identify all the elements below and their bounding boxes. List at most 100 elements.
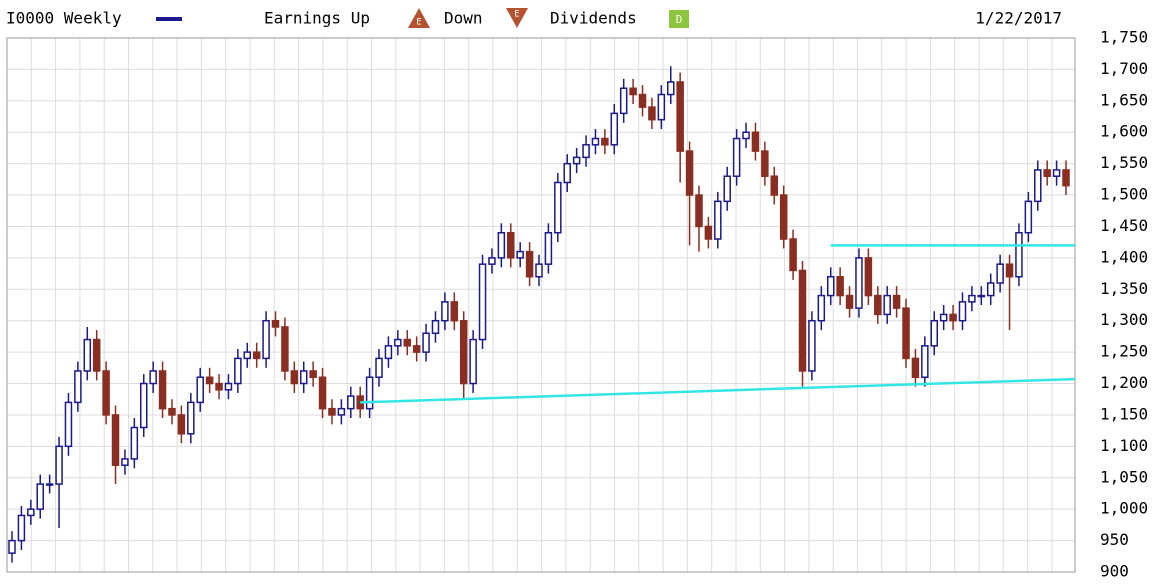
candle-body bbox=[921, 345, 929, 378]
candle-body bbox=[676, 81, 684, 152]
candle-body bbox=[619, 87, 628, 115]
legend-swatch bbox=[156, 17, 182, 21]
candle-body bbox=[224, 382, 233, 391]
candle-body bbox=[591, 137, 600, 146]
candle-body bbox=[958, 301, 967, 322]
candle-body bbox=[601, 137, 609, 146]
candle-body bbox=[761, 150, 769, 177]
legend-label: Dividends bbox=[550, 9, 637, 28]
candle-body bbox=[8, 539, 16, 554]
candle-body bbox=[478, 263, 487, 341]
candle-body bbox=[1043, 169, 1051, 177]
candle-body bbox=[290, 370, 299, 385]
candle-body bbox=[318, 376, 327, 410]
y-tick-label: 1,350 bbox=[1100, 279, 1148, 298]
candle-body bbox=[902, 307, 910, 360]
candle-body bbox=[939, 313, 948, 322]
candle-body bbox=[789, 238, 797, 272]
candle-body bbox=[535, 263, 543, 278]
y-tick-label: 1,450 bbox=[1100, 216, 1148, 235]
y-tick-label: 1,150 bbox=[1100, 404, 1148, 423]
candle-body bbox=[864, 257, 873, 297]
candle-body bbox=[459, 319, 468, 385]
y-tick-label: 1,600 bbox=[1100, 122, 1148, 141]
candle-body bbox=[648, 106, 656, 121]
candle-body bbox=[158, 370, 167, 410]
candle-body bbox=[554, 181, 562, 234]
candle-body bbox=[949, 313, 957, 322]
candle-body bbox=[497, 232, 506, 259]
candle-body bbox=[328, 407, 336, 416]
candle-body bbox=[874, 294, 882, 316]
candle-body bbox=[130, 426, 139, 460]
candle-body bbox=[412, 345, 421, 353]
candle-body bbox=[742, 131, 750, 140]
candle-body bbox=[83, 338, 92, 372]
candle-body bbox=[685, 150, 694, 196]
candle-body bbox=[996, 263, 1004, 284]
candle-body bbox=[629, 87, 637, 96]
y-tick-label: 1,050 bbox=[1100, 467, 1148, 486]
candle-body bbox=[74, 370, 82, 404]
candle-body bbox=[657, 93, 666, 121]
candle-body bbox=[892, 294, 901, 309]
candle-body bbox=[234, 357, 242, 385]
candle-body bbox=[667, 81, 675, 96]
candle-body bbox=[55, 445, 63, 485]
candle-body bbox=[695, 194, 703, 228]
candle-body bbox=[751, 131, 760, 152]
y-tick-label: 1,550 bbox=[1100, 153, 1148, 172]
candle-body bbox=[610, 112, 619, 146]
candle-body bbox=[205, 376, 214, 385]
dividend-icon bbox=[669, 10, 689, 28]
candle-body bbox=[36, 483, 44, 510]
candle-body bbox=[732, 137, 741, 177]
candle-body bbox=[140, 382, 148, 429]
y-tick-label: 950 bbox=[1100, 530, 1129, 549]
candle-body bbox=[384, 345, 393, 360]
candle-body bbox=[563, 162, 571, 184]
plot-frame bbox=[6, 37, 1076, 573]
y-tick-label: 1,250 bbox=[1100, 342, 1148, 361]
y-tick-label: 900 bbox=[1100, 562, 1129, 581]
y-tick-label: 1,000 bbox=[1100, 499, 1148, 518]
candle-body bbox=[516, 250, 524, 259]
icon-letter: E bbox=[514, 10, 519, 20]
candle-body bbox=[638, 93, 647, 108]
icon-letter: D bbox=[676, 13, 683, 26]
candle-body bbox=[187, 401, 195, 435]
candle-body bbox=[704, 225, 713, 240]
candle-body bbox=[808, 319, 816, 372]
chart-title: I0000 Weekly bbox=[6, 9, 122, 28]
candle-body bbox=[45, 483, 54, 486]
candle-body bbox=[64, 401, 73, 448]
candle-body bbox=[968, 294, 976, 303]
candle-body bbox=[422, 332, 430, 353]
candle-body bbox=[986, 282, 995, 297]
candle-body bbox=[911, 357, 920, 378]
candle-body bbox=[337, 407, 346, 416]
candle-body bbox=[1015, 232, 1023, 278]
candle-body bbox=[347, 395, 355, 410]
candle-body bbox=[723, 175, 731, 203]
legend-label: Earnings Up bbox=[264, 9, 370, 28]
candle-body bbox=[779, 194, 788, 240]
candle-body bbox=[469, 338, 477, 385]
candle-body bbox=[441, 301, 449, 322]
candle-body bbox=[394, 338, 402, 347]
candle-body bbox=[826, 275, 835, 297]
candle-body bbox=[92, 338, 101, 372]
candle-body bbox=[121, 458, 129, 466]
candle-body bbox=[883, 294, 891, 316]
trend-line bbox=[360, 377, 1076, 404]
candle-body bbox=[450, 301, 459, 322]
candle-body bbox=[262, 319, 270, 360]
candle-body bbox=[27, 508, 35, 517]
candle-body bbox=[770, 175, 779, 196]
candle-body bbox=[1024, 200, 1033, 234]
earnings-down-icon bbox=[506, 8, 528, 28]
candle-body bbox=[168, 407, 176, 416]
candle-body bbox=[111, 414, 120, 466]
legend-label: Down bbox=[444, 9, 483, 28]
